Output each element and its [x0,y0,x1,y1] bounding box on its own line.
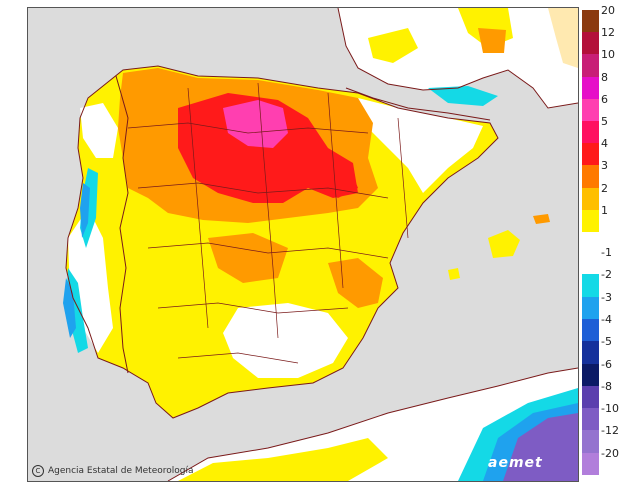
legend-label: 2 [601,181,608,195]
legend-swatch [582,452,599,476]
province-lines [127,82,409,364]
legend-swatch [582,143,599,166]
credit: C Agencia Estatal de Meteorología [32,465,194,477]
coastline [65,65,499,419]
legend-label: 3 [601,159,608,173]
africa-coast [167,367,578,481]
aemet-logo-icon: aemet [488,455,543,471]
legend-label: 6 [601,92,608,106]
legend-label: -2 [601,268,612,282]
france-cyan-patch [428,86,498,106]
legend-swatch [582,54,599,78]
red-area-central-north [178,93,358,203]
legend-swatch [582,363,599,387]
balearic-ibiza [448,268,460,280]
blue-coast-west [63,278,76,338]
legend-swatch [582,98,599,122]
legend-label: -1 [601,246,612,259]
legend-label: 12 [601,26,615,40]
temperature-anomaly-map [27,7,579,482]
legend-label: -4 [601,312,612,326]
legend-label: -20 [601,446,619,460]
legend-label: -10 [601,402,619,416]
legend-label: -3 [601,290,612,304]
legend-label: -5 [601,335,612,349]
legend-swatch [582,408,599,431]
legend-swatch [582,274,599,298]
magenta-area-central-north [223,100,288,148]
balearic-menorca [533,214,550,224]
legend-label: 5 [601,115,608,128]
color-legend: 20 12 10 8 6 5 4 3 2 1 -1 -2 -3 -4 -5 -6 -8 -10 -12 -20 [582,5,630,476]
legend-label: 10 [601,48,615,62]
copyright-icon: C [32,465,44,477]
legend-label: 20 [601,4,615,17]
credit-text: Agencia Estatal de Meteorología [48,466,194,476]
white-area-south [223,303,348,378]
france-border [345,87,491,121]
africa-yellow [178,438,388,481]
legend-label: -6 [601,357,612,371]
legend-swatch [582,209,599,233]
france-orange-patch [478,28,506,53]
legend-label: 4 [601,137,608,151]
legend-swatch [582,10,599,33]
balearic-mallorca [488,230,520,258]
legend-swatch [582,341,599,364]
legend-swatch [582,165,599,189]
legend-swatch [582,252,599,275]
france-yellow-patch [368,28,418,63]
white-area-northwest [80,103,118,158]
legend-swatch [582,187,599,211]
legend-swatch [582,385,599,409]
legend-label: -8 [601,379,612,393]
legend-swatch [582,430,599,454]
portugal-border [115,75,129,374]
white-area-north-east [358,98,483,193]
cyan-coast-west [66,268,88,353]
legend-swatch [582,121,599,144]
legend-swatch [582,76,599,100]
legend-label: -12 [601,424,619,438]
legend-label: 8 [601,70,608,84]
france-yellow-east [548,8,578,68]
blue-coast-northwest [80,183,90,238]
brand-text: aemet [488,455,543,471]
legend-swatch [582,296,599,320]
legend-swatch [582,32,599,55]
france-coast [337,8,578,109]
legend-label: 1 [601,203,608,217]
africa-purple [503,413,578,481]
legend-swatch [582,318,599,342]
orange-area-center [208,233,288,283]
